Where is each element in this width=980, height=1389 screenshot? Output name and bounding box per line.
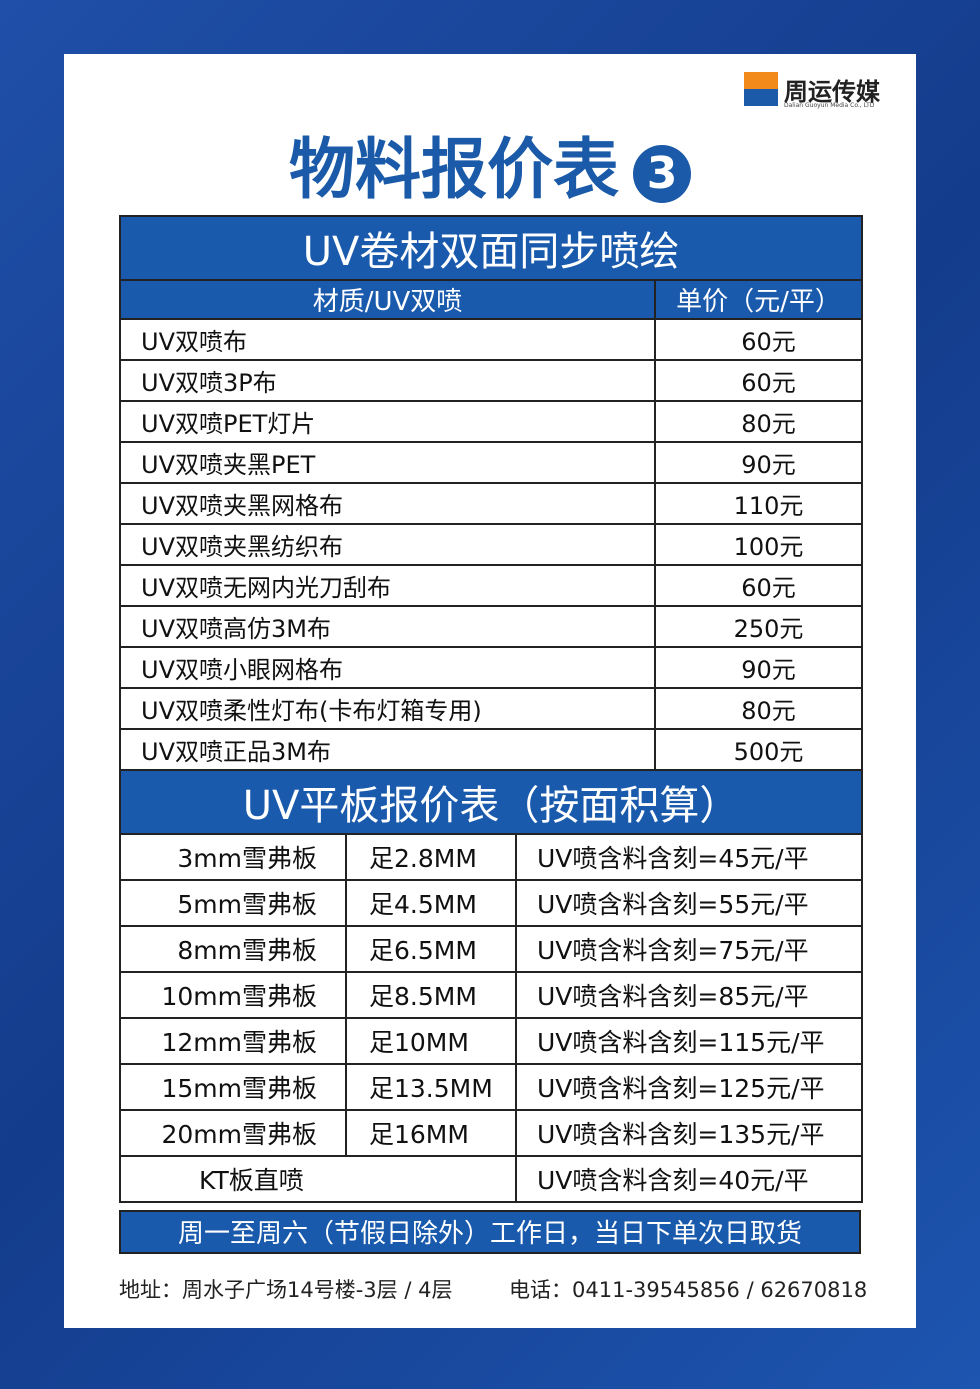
thickness: 足16MM <box>345 1109 517 1157</box>
price: 60元 <box>653 318 864 361</box>
price: 110元 <box>653 482 864 525</box>
price: UV喷含料含刻=75元/平 <box>514 925 864 973</box>
table-row: UV双喷小眼网格布 90元 <box>119 646 864 689</box>
price: UV喷含料含刻=135元/平 <box>514 1109 864 1157</box>
table-row: 12mm雪弗板 足10MM UV喷含料含刻=115元/平 <box>119 1017 864 1065</box>
material: UV双喷夹黑纺织布 <box>119 523 656 566</box>
thickness: 足13.5MM <box>345 1063 517 1111</box>
board: KT板直喷 <box>119 1155 517 1203</box>
price: UV喷含料含刻=40元/平 <box>514 1155 864 1203</box>
table-row: 15mm雪弗板 足13.5MM UV喷含料含刻=125元/平 <box>119 1063 864 1111</box>
price: 90元 <box>653 441 864 484</box>
table-row: UV双喷高仿3M布 250元 <box>119 605 864 648</box>
price: UV喷含料含刻=125元/平 <box>514 1063 864 1111</box>
phone: 电话：0411-39545856 / 62670818 <box>509 1278 868 1302</box>
material: UV双喷小眼网格布 <box>119 646 656 689</box>
logo-brand: 周运传媒 <box>784 77 880 106</box>
table-row: UV双喷3P布 60元 <box>119 359 864 402</box>
material: UV双喷夹黑PET <box>119 441 656 484</box>
title-row: 物料报价表 3 <box>64 116 916 212</box>
price: 500元 <box>653 728 864 771</box>
table-row: 20mm雪弗板 足16MM UV喷含料含刻=135元/平 <box>119 1109 864 1157</box>
material: UV双喷正品3M布 <box>119 728 656 771</box>
material: UV双喷3P布 <box>119 359 656 402</box>
price: 90元 <box>653 646 864 689</box>
material: UV双喷夹黑网格布 <box>119 482 656 525</box>
table-row: 5mm雪弗板 足4.5MM UV喷含料含刻=55元/平 <box>119 879 864 927</box>
board: 3mm雪弗板 <box>119 833 347 881</box>
board: 5mm雪弗板 <box>119 879 347 927</box>
table-row: 8mm雪弗板 足6.5MM UV喷含料含刻=75元/平 <box>119 925 864 973</box>
section-row: UV平板报价表（按面积算） <box>118 769 864 835</box>
logo: 周运传媒 Dalian Guoyun Media Co., LTD <box>744 72 904 112</box>
price-sheet: 周运传媒 Dalian Guoyun Media Co., LTD 物料报价表 3… <box>64 54 916 1328</box>
thickness: 足4.5MM <box>345 879 517 927</box>
price: 60元 <box>653 359 864 402</box>
table-row: UV双喷无网内光刀刮布 60元 <box>119 564 864 607</box>
price: UV喷含料含刻=115元/平 <box>514 1017 864 1065</box>
material: UV双喷无网内光刀刮布 <box>119 564 656 607</box>
thickness: 足2.8MM <box>345 833 517 881</box>
price: UV喷含料含刻=55元/平 <box>514 879 864 927</box>
title: 物料报价表 <box>289 131 619 208</box>
price: 80元 <box>653 400 864 443</box>
logo-mark <box>744 72 778 106</box>
header-row: 材质/UV双喷 单价（元/平） <box>119 279 864 320</box>
board: 15mm雪弗板 <box>119 1063 347 1111</box>
material: UV双喷PET灯片 <box>119 400 656 443</box>
table-row: 10mm雪弗板 足8.5MM UV喷含料含刻=85元/平 <box>119 971 864 1019</box>
material: UV双喷高仿3M布 <box>119 605 656 648</box>
board-table: UV平板报价表（按面积算） 3mm雪弗板 足2.8MM UV喷含料含刻=45元/平 5m… <box>118 769 864 1203</box>
table-row: UV双喷PET灯片 80元 <box>119 400 864 443</box>
thickness: 足10MM <box>345 1017 517 1065</box>
section-title: UV卷材双面同步喷绘 <box>118 215 864 281</box>
section-row: UV卷材双面同步喷绘 <box>118 215 864 281</box>
roll-table: UV卷材双面同步喷绘 材质/UV双喷 单价（元/平） UV双喷布 60元 UV双喷3P布 6… <box>118 215 864 771</box>
badge: 3 <box>633 144 691 203</box>
column-header: 材质/UV双喷 <box>119 279 656 320</box>
table-row: UV双喷夹黑PET 90元 <box>119 441 864 484</box>
table-row: UV双喷正品3M布 500元 <box>119 728 864 771</box>
board: 8mm雪弗板 <box>119 925 347 973</box>
table-row: KT板直喷 UV喷含料含刻=40元/平 <box>119 1155 864 1203</box>
board: 10mm雪弗板 <box>119 971 347 1019</box>
material: UV双喷柔性灯布(卡布灯箱专用) <box>119 687 656 730</box>
footer-note: 周一至周六（节假日除外）工作日，当日下单次日取货 <box>119 1210 861 1254</box>
board: 12mm雪弗板 <box>119 1017 347 1065</box>
material: UV双喷布 <box>119 318 656 361</box>
thickness: 足6.5MM <box>345 925 517 973</box>
table-row: UV双喷夹黑纺织布 100元 <box>119 523 864 566</box>
table-row: UV双喷布 60元 <box>119 318 864 361</box>
column-header: 单价（元/平） <box>653 279 864 320</box>
table-row: 3mm雪弗板 足2.8MM UV喷含料含刻=45元/平 <box>119 833 864 881</box>
price: UV喷含料含刻=85元/平 <box>514 971 864 1019</box>
price: 60元 <box>653 564 864 607</box>
section-title: UV平板报价表（按面积算） <box>118 769 864 835</box>
board: 20mm雪弗板 <box>119 1109 347 1157</box>
table-row: UV双喷夹黑网格布 110元 <box>119 482 864 525</box>
table-row: UV双喷柔性灯布(卡布灯箱专用) 80元 <box>119 687 864 730</box>
thickness: 足8.5MM <box>345 971 517 1019</box>
price: 100元 <box>653 523 864 566</box>
address: 地址：周水子广场14号楼-3层 / 4层 <box>119 1278 453 1302</box>
price: 80元 <box>653 687 864 730</box>
price: UV喷含料含刻=45元/平 <box>514 833 864 881</box>
logo-subtitle: Dalian Guoyun Media Co., LTD <box>784 102 875 109</box>
price: 250元 <box>653 605 864 648</box>
